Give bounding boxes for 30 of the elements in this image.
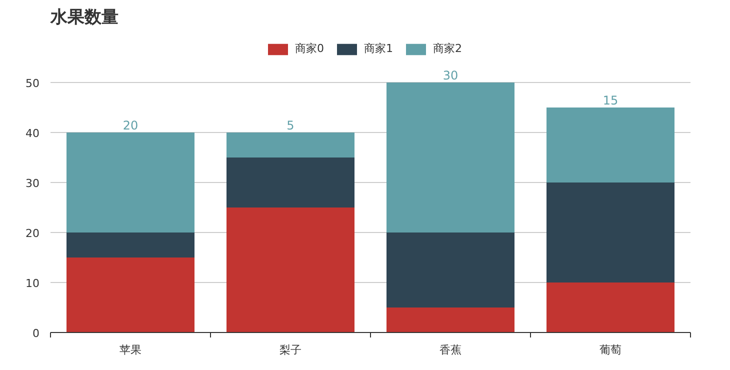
bar [546, 108, 674, 182]
y-tick-label: 50 [26, 77, 40, 90]
bar [386, 308, 514, 332]
x-tick-label: 梨子 [280, 344, 302, 356]
bar [226, 208, 354, 332]
x-tick-label: 香蕉 [440, 344, 462, 356]
bar [546, 182, 674, 282]
y-tick-label: 0 [32, 327, 40, 340]
bar [226, 158, 354, 208]
x-tick-label: 苹果 [120, 344, 142, 356]
bar [66, 132, 194, 232]
data-label: 5 [286, 118, 294, 132]
data-label: 15 [602, 94, 618, 108]
bar [66, 232, 194, 258]
bar [226, 132, 354, 158]
y-tick-label: 40 [26, 127, 40, 140]
bar [386, 82, 514, 232]
y-tick-label: 10 [26, 277, 40, 290]
bar [66, 258, 194, 332]
legend-label: 商家2 [433, 41, 462, 56]
y-tick-label: 20 [26, 227, 40, 240]
chart-title: 水果数量 [50, 8, 118, 28]
y-tick-label: 30 [26, 177, 40, 190]
legend-label: 商家1 [364, 41, 393, 56]
data-label: 20 [122, 118, 138, 132]
x-tick-label: 葡萄 [600, 344, 622, 356]
bar [546, 282, 674, 332]
legend-label: 商家0 [295, 41, 324, 56]
bar [386, 232, 514, 308]
data-label: 30 [442, 68, 458, 82]
